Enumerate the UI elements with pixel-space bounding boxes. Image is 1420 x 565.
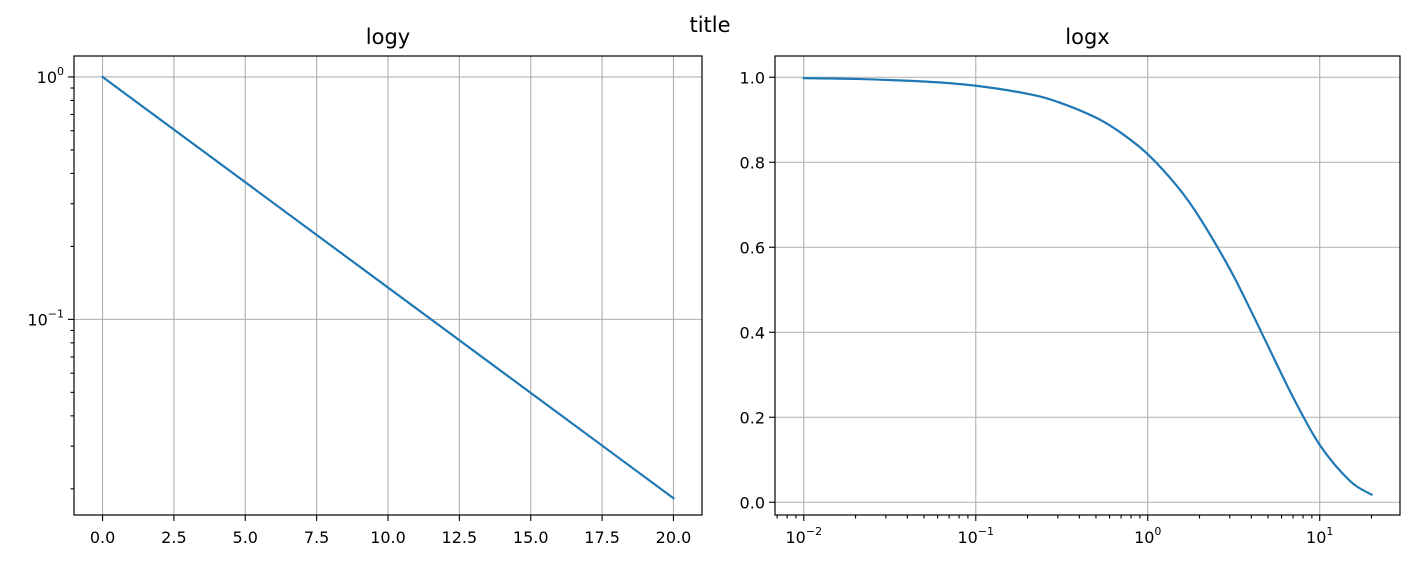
axes-frame-logx: [774, 55, 1401, 516]
x-tick-label: 0.0: [90, 528, 115, 547]
x-tick-label: 5.0: [233, 528, 258, 547]
y-tick-label: 0.4: [740, 323, 765, 342]
y-tick-label: 0.0: [740, 493, 765, 512]
subplot-title-logx: logx: [1065, 25, 1109, 49]
y-tick-label: 0.6: [740, 238, 765, 257]
x-tick-label: 10−1: [957, 525, 994, 547]
x-tick-label: 17.5: [584, 528, 620, 547]
x-tick-label: 7.5: [304, 528, 329, 547]
y-tick-label: 0.8: [740, 153, 765, 172]
y-tick-label: 0.2: [740, 408, 765, 427]
x-tick-label: 15.0: [513, 528, 549, 547]
x-tick-label: 2.5: [161, 528, 186, 547]
x-tick-label: 20.0: [656, 528, 692, 547]
subplot-logx: 10−2 10−1 100 101 0.0 0.2 0.4 0.6 0.8 1.0 logx: [740, 25, 1401, 547]
x-tick-label: 101: [1306, 525, 1333, 547]
y-tick-label: 100: [37, 65, 64, 87]
x-tick-label: 100: [1134, 525, 1161, 547]
x-tick-label: 10.0: [370, 528, 406, 547]
line-series-logx: [802, 76, 1373, 497]
subplot-logy: 0.0 2.5 5.0 7.5 10.0 12.5 15.0 17.5 20.010010−1 …: [27, 25, 703, 547]
x-tick-label: 10−2: [786, 525, 823, 547]
y-tick-label: 1.0: [740, 68, 765, 87]
y-tick-label: 10−1: [27, 307, 64, 329]
figure-suptitle: title: [689, 13, 730, 37]
x-tick-label: 12.5: [442, 528, 478, 547]
line-series-logy: [101, 75, 675, 500]
subplot-title-logy: logy: [366, 25, 410, 49]
